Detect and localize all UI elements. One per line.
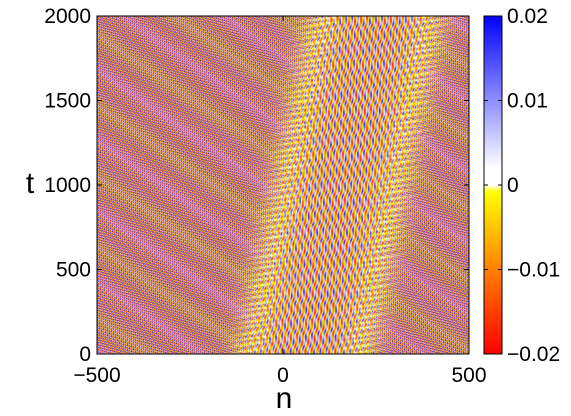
x-axis: −500 0 500 <box>73 16 487 387</box>
colorbar-tick-label: 0.01 <box>507 90 548 113</box>
y-tick-label: 1000 <box>44 174 91 197</box>
x-tick-label: 500 <box>451 364 486 387</box>
x-tick-label: −500 <box>73 364 120 387</box>
colorbar-tick-label: −0.01 <box>507 259 560 282</box>
y-tick-label: 0 <box>79 343 91 366</box>
colorbar-tick-label: 0.02 <box>507 5 548 28</box>
y-axis-label: t <box>26 167 35 200</box>
x-axis-label: n <box>276 382 293 415</box>
y-tick-label: 2000 <box>44 5 91 28</box>
y-tick-label: 500 <box>56 259 91 282</box>
heatmap-field-image <box>97 16 469 354</box>
colorbar-ticks: −0.02 −0.01 0 0.01 0.02 <box>484 5 560 366</box>
colorbar-tick-label: 0 <box>507 174 519 197</box>
colorbar: −0.02 −0.01 0 0.01 0.02 <box>483 5 560 366</box>
x-tick-label: 0 <box>277 364 289 387</box>
y-axis: 0 500 1000 1500 2000 <box>44 5 469 366</box>
colorbar-tick-label: −0.02 <box>507 343 560 366</box>
heatmap-plot-area <box>96 15 470 355</box>
y-tick-label: 1500 <box>44 90 91 113</box>
